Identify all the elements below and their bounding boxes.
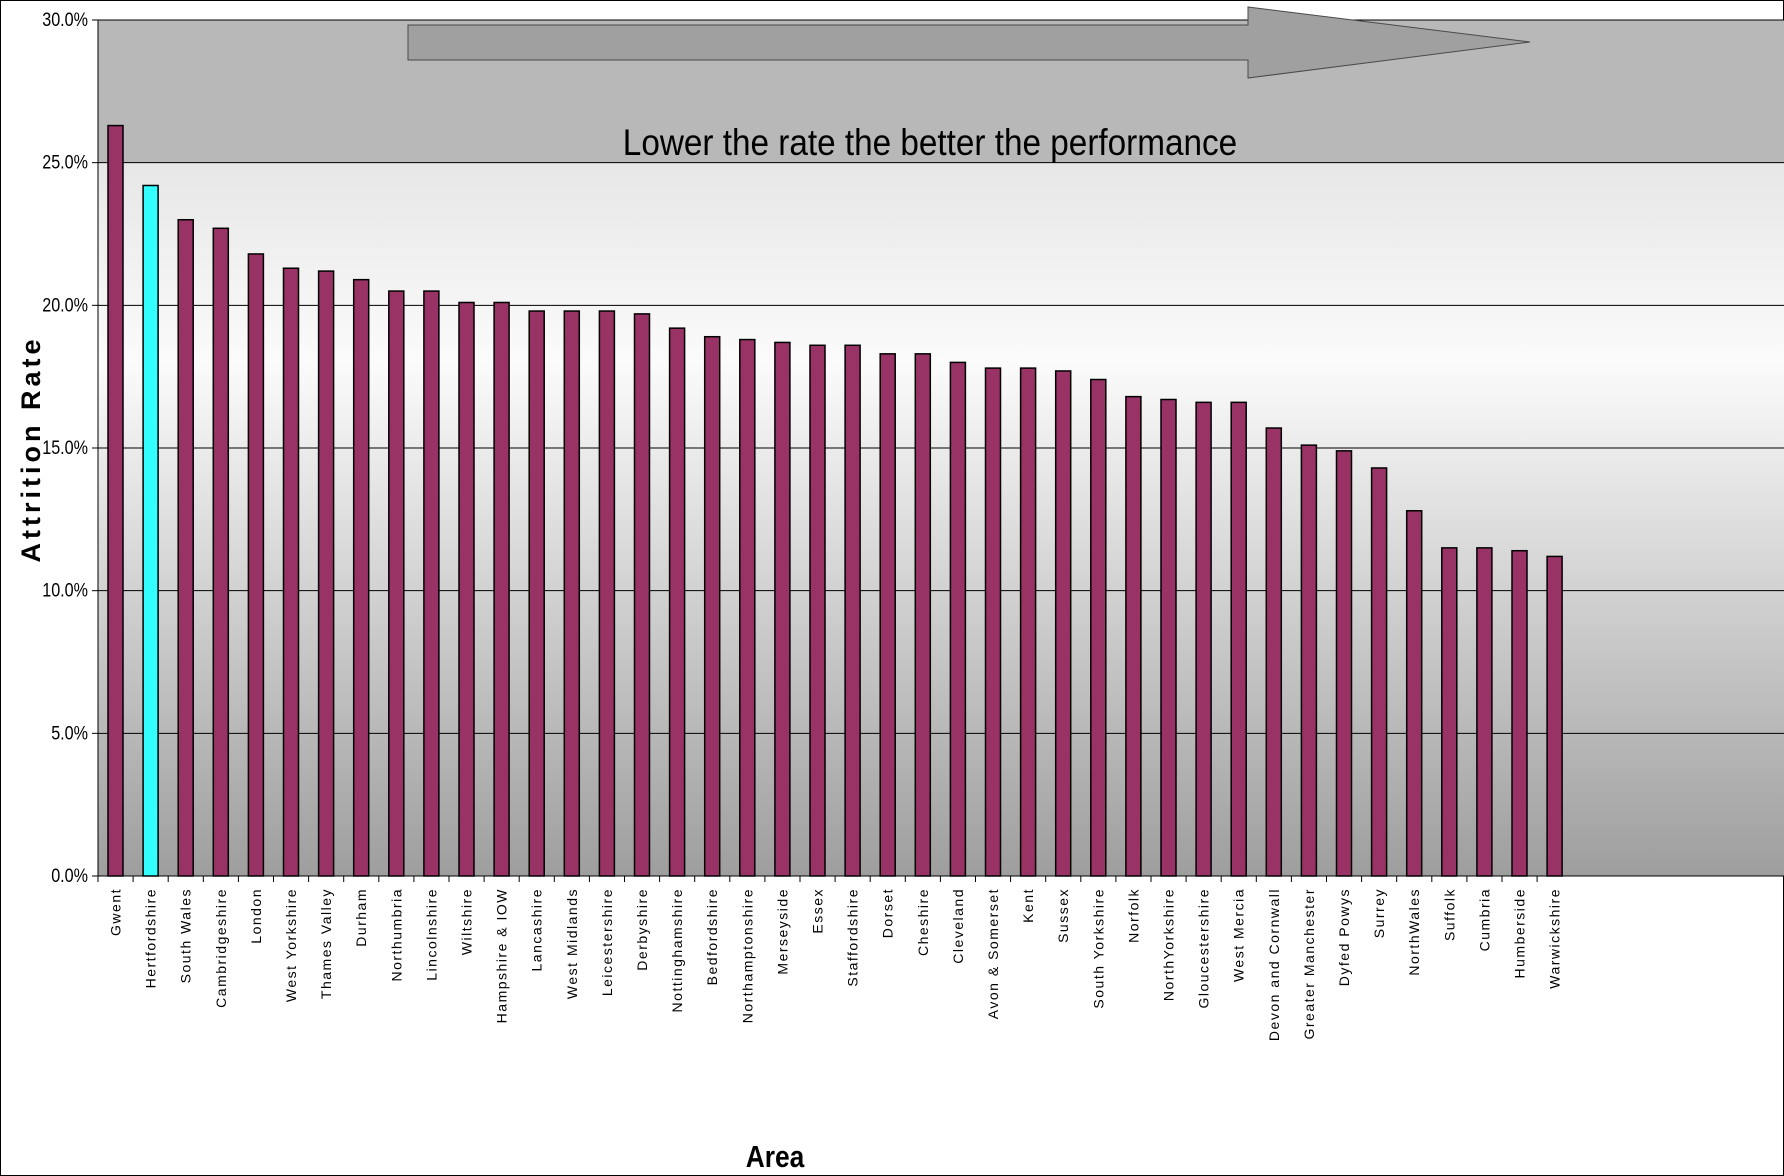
bar bbox=[1370, 467, 1388, 877]
bar bbox=[703, 335, 721, 877]
bar bbox=[1265, 427, 1283, 877]
bar bbox=[598, 310, 616, 877]
y-tick-label: 10.0% bbox=[42, 579, 88, 601]
x-tick-label: Humberside bbox=[1512, 888, 1528, 978]
x-axis-ticks: Gwent Hertfordshire South Wales Cambridgesh… bbox=[97, 876, 1563, 1041]
x-tick-label: Leicestershire bbox=[599, 888, 615, 996]
x-tick-label: Northumbria bbox=[388, 888, 404, 982]
y-axis-title: Attrition Rate bbox=[16, 336, 46, 563]
bar bbox=[177, 218, 194, 877]
bar bbox=[352, 278, 370, 877]
x-tick-label: Norfolk bbox=[1125, 888, 1141, 943]
x-tick-label: Cumbria bbox=[1476, 888, 1492, 951]
bar bbox=[247, 253, 265, 877]
x-tick-label: South Wales bbox=[178, 888, 194, 983]
bar bbox=[1090, 378, 1107, 877]
y-tick-label: 25.0% bbox=[42, 151, 88, 173]
bar bbox=[1019, 367, 1037, 877]
bar bbox=[493, 301, 510, 877]
x-tick-label: Lincolnshire bbox=[423, 888, 439, 981]
bar bbox=[1441, 547, 1458, 877]
bar bbox=[879, 353, 896, 877]
x-tick-label: Merseyside bbox=[774, 888, 790, 975]
y-tick-label: 15.0% bbox=[42, 437, 88, 459]
bar bbox=[142, 184, 159, 877]
bar bbox=[1160, 398, 1177, 877]
bar bbox=[774, 341, 791, 877]
bar bbox=[668, 327, 686, 877]
x-tick-label: Hampshire & IOW bbox=[494, 888, 510, 1023]
x-tick-label: Cleveland bbox=[950, 888, 966, 964]
gridlines bbox=[98, 19, 1784, 734]
bar bbox=[633, 313, 651, 877]
x-tick-label: Essex bbox=[810, 888, 826, 934]
x-tick-label: Kent bbox=[1020, 888, 1036, 923]
x-tick-label: Dyfed Powys bbox=[1336, 888, 1352, 986]
x-tick-label: Thames Valley bbox=[318, 888, 334, 999]
bar bbox=[317, 270, 335, 877]
x-tick-label: Bedfordshire bbox=[704, 888, 720, 985]
x-tick-label: Northamptonshire bbox=[739, 888, 755, 1023]
bar bbox=[844, 344, 861, 877]
bar bbox=[458, 301, 475, 877]
bar bbox=[984, 367, 1002, 877]
x-tick-label: Gloucestershire bbox=[1196, 888, 1212, 1009]
bar bbox=[423, 290, 440, 877]
bar bbox=[1054, 370, 1072, 877]
bar bbox=[949, 361, 967, 877]
x-tick-label: Nottinghamshire bbox=[669, 888, 685, 1012]
bar bbox=[107, 124, 124, 877]
x-tick-label: Hertfordshire bbox=[143, 888, 159, 988]
y-tick-label: 30.0% bbox=[42, 9, 88, 31]
x-tick-label: West Yorkshire bbox=[283, 888, 299, 1002]
bar bbox=[528, 310, 545, 877]
x-tick-label: Derbyshire bbox=[634, 888, 650, 971]
x-tick-label: Sussex bbox=[1055, 888, 1071, 943]
x-tick-label: Devon and Cornwall bbox=[1266, 888, 1282, 1041]
x-tick-label: Greater Manchester bbox=[1301, 888, 1317, 1040]
direction-arrow bbox=[407, 6, 1531, 79]
bar bbox=[809, 344, 826, 877]
x-tick-label: Suffolk bbox=[1441, 888, 1457, 941]
x-tick-label: Warwickshire bbox=[1547, 888, 1563, 989]
x-tick-label: Lancashire bbox=[529, 888, 545, 972]
bar bbox=[1195, 401, 1212, 877]
y-tick-label: 0.0% bbox=[51, 865, 88, 887]
y-tick-label: 5.0% bbox=[51, 722, 88, 744]
bar bbox=[1511, 549, 1528, 877]
x-tick-label: Staffordshire bbox=[845, 888, 861, 987]
bar bbox=[1476, 547, 1493, 877]
bar bbox=[212, 227, 230, 877]
x-tick-label: NorthWales bbox=[1406, 888, 1422, 976]
x-tick-label: Surrey bbox=[1371, 888, 1387, 938]
x-tick-label: Dorset bbox=[880, 888, 896, 938]
bar bbox=[282, 267, 300, 877]
x-tick-label: NorthYorkshire bbox=[1161, 888, 1177, 1001]
bar bbox=[388, 290, 405, 877]
bar bbox=[1125, 395, 1142, 877]
bar bbox=[1230, 401, 1247, 877]
x-axis-title: Area bbox=[746, 1140, 805, 1174]
bar bbox=[563, 310, 581, 877]
bar bbox=[1300, 444, 1318, 877]
x-tick-label: Durham bbox=[353, 888, 369, 947]
x-tick-label: London bbox=[248, 888, 264, 944]
bar bbox=[739, 338, 756, 877]
bar bbox=[914, 353, 932, 877]
x-tick-label: South Yorkshire bbox=[1090, 888, 1106, 1009]
x-tick-label: Cheshire bbox=[915, 888, 931, 956]
x-tick-label: Avon & Somerset bbox=[985, 888, 1001, 1019]
performance-annotation: Lower the rate the better the performanc… bbox=[623, 122, 1237, 163]
y-axis-ticks: 0.0% 5.0% 10.0% 15.0% 20.0% 25.0% 30.0% bbox=[42, 9, 98, 887]
x-tick-label: West Mercia bbox=[1231, 888, 1247, 982]
x-tick-label: West Midlands bbox=[564, 888, 580, 999]
bar bbox=[1546, 555, 1563, 877]
x-tick-label: Cambridgeshire bbox=[213, 888, 229, 1008]
x-tick-label: Gwent bbox=[108, 888, 124, 936]
x-tick-label: Wiltshire bbox=[459, 888, 475, 955]
y-tick-label: 20.0% bbox=[42, 294, 88, 316]
bar bbox=[1405, 510, 1423, 877]
bar bbox=[1335, 450, 1353, 877]
